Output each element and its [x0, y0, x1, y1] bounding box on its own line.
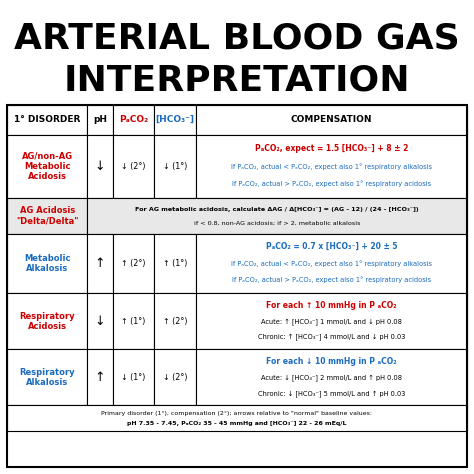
Bar	[154, 105, 196, 135]
Text: Acute: ↓ [HCO₃⁻] 2 mmol/L and ↑ pH 0.08: Acute: ↓ [HCO₃⁻] 2 mmol/L and ↑ pH 0.08	[261, 374, 402, 381]
Bar	[7, 349, 88, 405]
Bar	[196, 135, 467, 198]
Text: [HCO₃⁻]: [HCO₃⁻]	[155, 115, 194, 124]
Bar	[7, 293, 88, 349]
Text: For each ↑ 10 mmHg in P ₐCO₂: For each ↑ 10 mmHg in P ₐCO₂	[266, 301, 397, 310]
Bar	[154, 349, 196, 405]
Text: ↑: ↑	[95, 257, 105, 270]
Text: Respiratory
Alkalosis: Respiratory Alkalosis	[19, 368, 75, 387]
Bar	[113, 105, 154, 135]
Text: INTERPRETATION: INTERPRETATION	[64, 63, 410, 97]
Bar	[196, 349, 467, 405]
Text: If PₐCO₂, actual > PₐCO₂, expect also 1° respiratory acidosis: If PₐCO₂, actual > PₐCO₂, expect also 1°…	[232, 277, 431, 283]
Text: AG/non-AG
Metabolic
Acidosis: AG/non-AG Metabolic Acidosis	[22, 152, 73, 181]
Bar	[88, 135, 113, 198]
Text: PₐCO₂ = 0.7 x [HCO₃⁻] + 20 ± 5: PₐCO₂ = 0.7 x [HCO₃⁻] + 20 ± 5	[265, 242, 397, 251]
Text: Chronic: ↑ [HCO₃⁻] 4 mmol/L and ↓ pH 0.03: Chronic: ↑ [HCO₃⁻] 4 mmol/L and ↓ pH 0.0…	[257, 334, 405, 340]
Bar	[88, 198, 467, 234]
Bar	[113, 135, 154, 198]
Text: ↓ (1°): ↓ (1°)	[163, 162, 187, 171]
Text: if < 0.8, non-AG acidosis; if > 2, metabolic alkalosis: if < 0.8, non-AG acidosis; if > 2, metab…	[194, 220, 361, 225]
Bar	[7, 198, 88, 234]
Text: ↑ (2°): ↑ (2°)	[163, 317, 187, 326]
Text: Acute: ↑ [HCO₃⁻] 1 mmol/L and ↓ pH 0.08: Acute: ↑ [HCO₃⁻] 1 mmol/L and ↓ pH 0.08	[261, 318, 402, 325]
Text: For AG metabolic acidosis, calculate ΔAG / Δ[HCO₃⁻] = (AG - 12) / (24 - [HCO₃⁻]): For AG metabolic acidosis, calculate ΔAG…	[136, 207, 419, 212]
Bar	[196, 234, 467, 293]
Text: ↓ (2°): ↓ (2°)	[163, 373, 187, 382]
Bar	[113, 234, 154, 293]
Bar	[7, 105, 467, 467]
Bar	[154, 293, 196, 349]
Bar	[88, 349, 113, 405]
Bar	[7, 234, 88, 293]
Text: pH: pH	[93, 115, 107, 124]
Text: Metabolic
Alkalosis: Metabolic Alkalosis	[24, 254, 71, 273]
Text: PₐCO₂: PₐCO₂	[119, 115, 148, 124]
Bar	[7, 405, 467, 431]
Text: ↓ (2°): ↓ (2°)	[121, 162, 146, 171]
Bar	[88, 234, 113, 293]
Bar	[113, 349, 154, 405]
Text: Chronic: ↓ [HCO₃⁻] 5 mmol/L and ↑ pH 0.03: Chronic: ↓ [HCO₃⁻] 5 mmol/L and ↑ pH 0.0…	[257, 390, 405, 397]
Bar	[196, 105, 467, 135]
Text: ARTERIAL BLOOD GAS: ARTERIAL BLOOD GAS	[14, 21, 460, 55]
Text: AG Acidosis
"Delta/Delta": AG Acidosis "Delta/Delta"	[16, 206, 79, 226]
Text: pH 7.35 - 7.45, PₐCO₂ 35 - 45 mmHg and [HCO₃⁻] 22 - 26 mEq/L: pH 7.35 - 7.45, PₐCO₂ 35 - 45 mmHg and […	[127, 421, 347, 426]
Text: ↑ (1°): ↑ (1°)	[163, 259, 187, 268]
Text: ↓: ↓	[95, 160, 105, 173]
Text: If PₐCO₂, actual < PₐCO₂, expect also 1° respiratory alkalosis: If PₐCO₂, actual < PₐCO₂, expect also 1°…	[231, 260, 432, 267]
Text: For each ↓ 10 mmHg in P ₐCO₂: For each ↓ 10 mmHg in P ₐCO₂	[266, 357, 397, 366]
Bar	[88, 105, 113, 135]
Text: ↓ (1°): ↓ (1°)	[121, 373, 146, 382]
Text: ↑ (2°): ↑ (2°)	[121, 259, 146, 268]
Text: ↓: ↓	[95, 315, 105, 328]
Text: If PₐCO₂, actual > PₐCO₂, expect also 1° respiratory acidosis: If PₐCO₂, actual > PₐCO₂, expect also 1°…	[232, 181, 431, 187]
Bar	[154, 135, 196, 198]
Bar	[7, 105, 88, 135]
Text: 1° DISORDER: 1° DISORDER	[14, 115, 81, 124]
Bar	[7, 135, 88, 198]
Text: COMPENSATION: COMPENSATION	[291, 115, 372, 124]
Text: Respiratory
Acidosis: Respiratory Acidosis	[19, 311, 75, 331]
Text: If PₐCO₂, actual < PₐCO₂, expect also 1° respiratory alkalosis: If PₐCO₂, actual < PₐCO₂, expect also 1°…	[231, 163, 432, 170]
Text: ↑ (1°): ↑ (1°)	[121, 317, 146, 326]
Text: ↑: ↑	[95, 371, 105, 384]
Text: PₐCO₂, expect = 1.5 [HCO₃⁻] + 8 ± 2: PₐCO₂, expect = 1.5 [HCO₃⁻] + 8 ± 2	[255, 144, 408, 153]
Bar	[88, 293, 113, 349]
Text: Primary disorder (1°), compensation (2°); arrows relative to "normal" baseline v: Primary disorder (1°), compensation (2°)…	[101, 411, 373, 416]
Bar	[154, 234, 196, 293]
Bar	[113, 293, 154, 349]
Bar	[196, 293, 467, 349]
